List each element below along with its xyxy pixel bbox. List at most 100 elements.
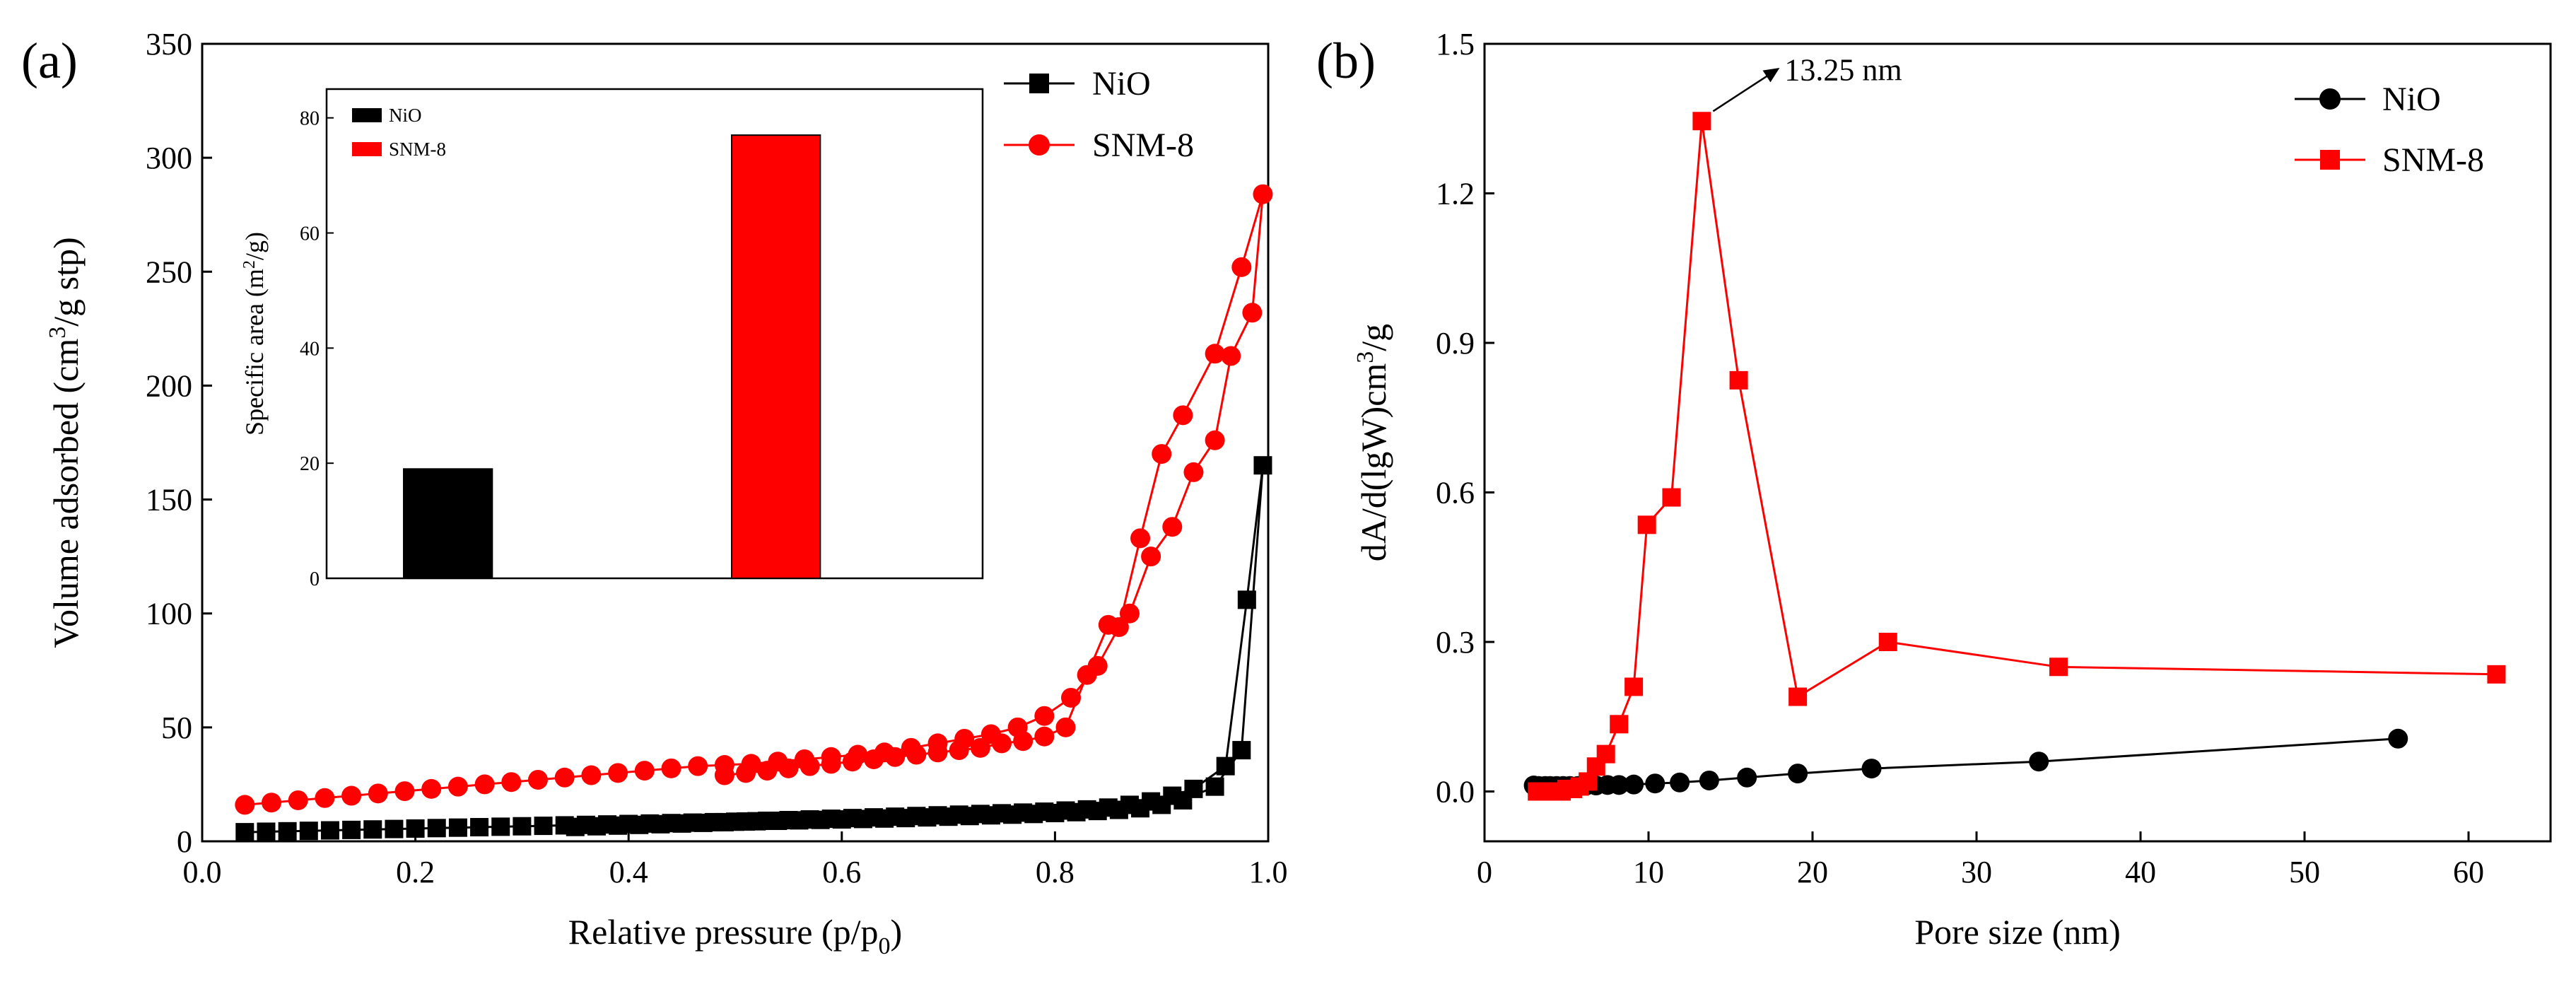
data-point: [1670, 772, 1690, 793]
data-point: [1173, 405, 1193, 426]
legend-marker-nio-a: [1029, 74, 1049, 93]
data-point: [949, 740, 969, 761]
data-point: [1013, 731, 1034, 752]
panel-label-a: (a): [21, 33, 78, 89]
inset-y-tick-label: 80: [300, 108, 320, 130]
data-point: [885, 747, 906, 767]
data-point: [1253, 184, 1273, 204]
data-point: [661, 758, 681, 778]
data-point: [1253, 456, 1272, 475]
inset-y-axis-label: Specific area (m2/g): [240, 232, 269, 436]
data-point: [566, 817, 585, 836]
data-point: [235, 823, 254, 842]
data-point: [928, 806, 947, 825]
data-point: [1662, 488, 1681, 507]
inset-legend-label-snm8: SNM-8: [389, 139, 446, 160]
data-point: [688, 756, 708, 776]
y-ticks-a: 0 50 100 150 200 250 300 350: [146, 27, 212, 859]
data-point: [1163, 786, 1182, 805]
data-point: [1056, 801, 1075, 820]
data-point: [865, 808, 884, 827]
data-point: [257, 822, 276, 841]
data-point: [394, 781, 415, 802]
y-tick-label: 0.0: [1436, 775, 1475, 809]
inset-legend-swatch-nio: [352, 108, 382, 122]
inset-y-tick-label: 40: [300, 338, 320, 360]
data-point: [470, 818, 489, 837]
data-point: [1221, 346, 1241, 366]
data-point: [906, 744, 927, 765]
y-tick-label: 1.5: [1436, 27, 1475, 62]
data-point: [778, 758, 799, 778]
data-point: [800, 810, 819, 829]
data-point: [368, 783, 388, 804]
x-tick-label: 0.8: [1036, 855, 1075, 889]
annotation-label: 13.25 nm: [1784, 52, 1902, 87]
data-point: [299, 822, 318, 841]
data-point: [1699, 770, 1719, 790]
data-point: [320, 821, 339, 840]
data-point: [992, 733, 1012, 754]
data-point: [385, 819, 404, 838]
data-point: [513, 817, 532, 836]
y-axis-label-a: Volume adsorbed (cm3/g stp): [45, 237, 86, 648]
data-point: [821, 809, 841, 829]
data-point: [1034, 706, 1055, 726]
data-point: [843, 809, 862, 828]
peak-annotation: 13.25 nm: [1712, 52, 1902, 112]
data-point: [315, 788, 335, 808]
legend-label-snm8-b: SNM-8: [2382, 141, 2484, 179]
x-tick-label: 0.6: [822, 855, 861, 889]
inset-y-tick-label: 0: [310, 568, 320, 590]
data-point: [821, 754, 841, 774]
series-line-snm8: [1537, 121, 2497, 793]
y-tick-label: 0.3: [1436, 625, 1475, 660]
data-point: [842, 752, 862, 772]
inset-bars: [403, 134, 821, 580]
x-axis-label-b: Pore size (nm): [1914, 912, 2121, 952]
data-point: [886, 807, 905, 826]
data-point: [1232, 741, 1251, 760]
data-point: [363, 820, 382, 839]
legend-label-nio-a: NiO: [1092, 65, 1151, 103]
annotation-arrow: [1712, 69, 1777, 112]
data-point: [448, 818, 467, 837]
chart-b: (b) 0.0 0.3 0.6 0.9 1.2 1.5 0 10 20 30 40 50 60 Por…: [1316, 27, 2552, 952]
data-point: [491, 817, 510, 836]
data-point: [288, 790, 308, 810]
data-point: [970, 737, 990, 758]
y-tick-label: 0: [177, 824, 192, 859]
data-point: [278, 822, 297, 841]
inset-y-tick-label: 60: [300, 223, 320, 245]
data-point: [1141, 546, 1161, 567]
x-tick-label: 50: [2289, 855, 2320, 889]
data-point: [736, 763, 756, 783]
data-point: [1242, 303, 1263, 323]
data-point: [1162, 517, 1183, 537]
x-tick-label: 40: [2125, 855, 2156, 889]
annotation-arrowhead: [1762, 67, 1780, 83]
data-point: [1077, 800, 1096, 819]
data-point: [779, 811, 798, 830]
data-point: [1861, 759, 1882, 779]
inset-y-tick-label: 20: [300, 453, 320, 475]
plot-frame-a: [201, 42, 1270, 843]
x-tick-label: 0.4: [609, 855, 648, 889]
data-point: [993, 804, 1011, 823]
data-point: [1014, 803, 1033, 822]
data-point: [609, 816, 628, 835]
data-point: [421, 778, 442, 799]
data-point: [501, 772, 522, 793]
data-point: [715, 812, 734, 831]
data-point: [971, 805, 990, 824]
data-point: [1205, 430, 1225, 450]
data-point: [447, 776, 468, 797]
y-tick-label: 100: [146, 597, 192, 631]
data-point: [262, 793, 282, 813]
inset-y-ticks: 0 20 40 60 80: [300, 108, 334, 590]
plot-frame-b: [1483, 42, 2552, 843]
data-point: [757, 761, 778, 781]
data-point: [1035, 802, 1054, 822]
data-point: [2388, 728, 2408, 749]
